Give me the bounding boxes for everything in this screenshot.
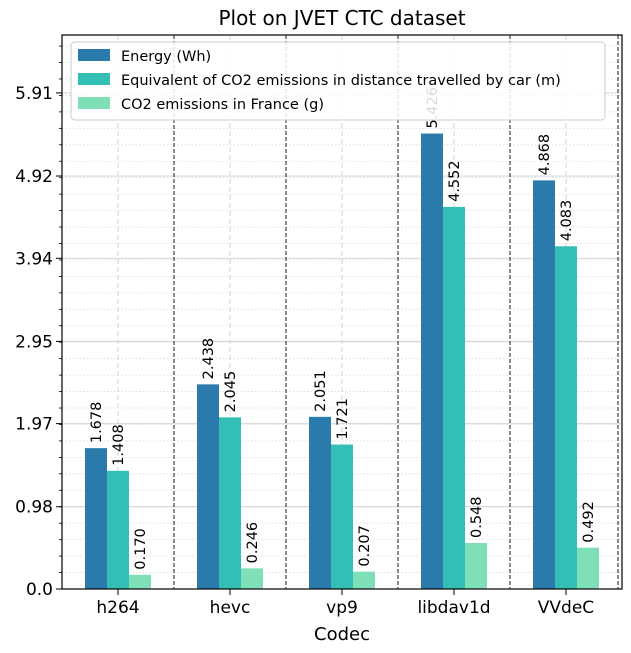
y-tick-label: 2.95: [15, 332, 53, 352]
x-axis: h264 hevc vp9 libdav1d VVdeC: [96, 589, 594, 618]
bar: [443, 206, 465, 589]
x-tick-label: libdav1d: [417, 598, 490, 618]
data-label: 1.408: [111, 424, 127, 466]
x-tick-label: VVdeC: [538, 598, 594, 618]
data-label: 1.721: [335, 398, 351, 440]
x-tick-label: vp9: [326, 598, 358, 618]
data-label: 2.051: [313, 370, 329, 412]
data-label: 1.678: [89, 402, 105, 444]
bar: [353, 571, 375, 589]
bar: [421, 133, 443, 589]
data-label: 2.438: [201, 338, 217, 380]
y-tick-label: 0.0: [26, 580, 53, 600]
data-label: 4.868: [537, 134, 553, 176]
bar: [465, 543, 487, 589]
legend-swatch: [78, 49, 110, 61]
y-tick-label: 0.98: [15, 498, 53, 518]
bar: [241, 568, 263, 589]
y-tick-label: 5.91: [15, 84, 53, 104]
y-axis: 0.0 0.98 1.97 2.95 3.94 4.92 5.91: [15, 45, 62, 600]
bar: [331, 444, 353, 589]
bar: [85, 448, 107, 589]
legend-swatch: [78, 97, 110, 109]
data-label: 0.207: [357, 525, 373, 567]
legend-label: Equivalent of CO2 emissions in distance …: [121, 73, 561, 89]
data-label: 4.083: [559, 200, 575, 242]
bar: [129, 574, 151, 589]
data-label: 2.045: [223, 371, 239, 413]
legend-box: [70, 41, 606, 121]
bar: [219, 417, 241, 589]
x-tick-label: h264: [96, 598, 139, 618]
y-tick-label: 4.92: [15, 167, 53, 187]
y-tick-label: 1.97: [15, 415, 53, 435]
data-label: 0.170: [133, 528, 149, 570]
data-label: 0.492: [581, 501, 597, 543]
legend-label: Energy (Wh): [121, 49, 211, 65]
bar: [197, 384, 219, 589]
bar: [555, 246, 577, 589]
bar: [577, 547, 599, 589]
bar: [309, 416, 331, 589]
data-label: 0.246: [245, 522, 261, 564]
data-label: 4.552: [447, 160, 463, 202]
bar: [533, 180, 555, 589]
category-separators: [173, 35, 619, 589]
data-label: 0.548: [469, 496, 485, 538]
legend-swatch: [78, 73, 110, 85]
bar: [107, 470, 129, 589]
bars: [85, 133, 599, 589]
x-tick-label: hevc: [210, 598, 251, 618]
legend-label: CO2 emissions in France (g): [121, 97, 324, 113]
legend: Energy (Wh) Equivalent of CO2 emissions i…: [70, 41, 606, 121]
x-axis-label: Codec: [314, 624, 370, 645]
y-tick-label: 3.94: [15, 249, 53, 269]
chart-title: Plot on JVET CTC dataset: [218, 6, 465, 30]
